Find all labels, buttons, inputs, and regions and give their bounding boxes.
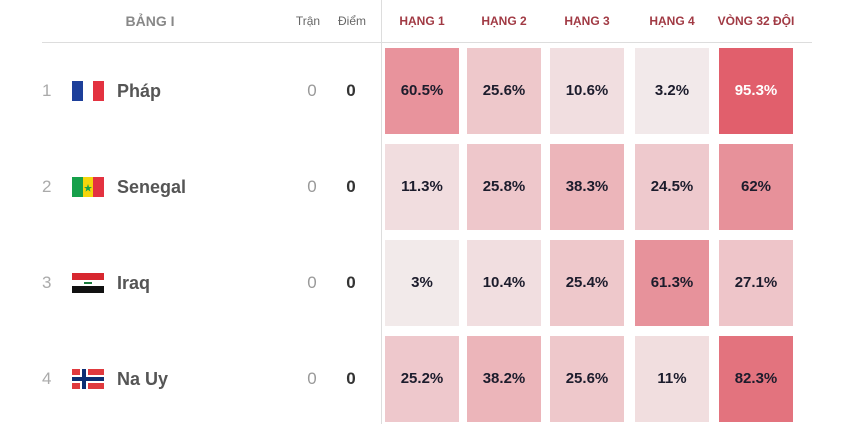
points: 0 xyxy=(346,177,356,196)
probability-cell: 3% xyxy=(385,240,459,326)
rank: 2 xyxy=(42,177,52,196)
team-name: Na Uy xyxy=(117,369,169,389)
points: 0 xyxy=(346,81,356,100)
probability-cell: 11% xyxy=(635,336,709,422)
played: 0 xyxy=(307,81,317,100)
points-header: Điểm xyxy=(337,14,366,28)
probability-cell: 25.4% xyxy=(550,240,624,326)
played: 0 xyxy=(307,177,317,196)
probability-cell: 62% xyxy=(719,144,793,230)
points: 0 xyxy=(346,369,356,388)
probability-cell: 95.3% xyxy=(719,48,793,134)
rank: 4 xyxy=(42,369,52,388)
probability-cell: 27.1% xyxy=(719,240,793,326)
probability-cell: 11.3% xyxy=(385,144,459,230)
probability-cell: 25.8% xyxy=(467,144,541,230)
flag xyxy=(72,81,104,101)
probability-cell: 60.5% xyxy=(385,48,459,134)
probability-cell: 10.4% xyxy=(467,240,541,326)
probability-cell: 10.6% xyxy=(550,48,624,134)
flag-graphic xyxy=(72,273,104,293)
probability-cell: 82.3% xyxy=(719,336,793,422)
flag-graphic xyxy=(72,369,104,389)
probability-cell: 38.2% xyxy=(467,336,541,422)
divider xyxy=(381,0,382,424)
flag xyxy=(72,177,104,197)
column-header: HẠNG 4 xyxy=(649,14,695,28)
column-header: VÒNG 32 ĐỘI xyxy=(717,14,795,28)
probability-cell: 25.6% xyxy=(550,336,624,422)
column-header: HẠNG 2 xyxy=(481,14,527,28)
probability-cell: 24.5% xyxy=(635,144,709,230)
column-header: HẠNG 3 xyxy=(564,14,610,28)
played: 0 xyxy=(307,369,317,388)
played: 0 xyxy=(307,273,317,292)
group-title: BẢNG I xyxy=(125,13,175,29)
rank: 1 xyxy=(42,81,52,100)
points: 0 xyxy=(346,273,356,292)
probability-cell: 61.3% xyxy=(635,240,709,326)
header-rule xyxy=(42,42,812,43)
probability-cell: 25.2% xyxy=(385,336,459,422)
flag-graphic xyxy=(72,81,104,101)
played-header: Trận xyxy=(295,14,321,28)
flag-graphic xyxy=(72,177,104,197)
flag xyxy=(72,369,104,389)
team-name: Senegal xyxy=(117,177,187,197)
flag xyxy=(72,273,104,293)
column-header: HẠNG 1 xyxy=(399,14,445,28)
team-name: Iraq xyxy=(117,273,151,293)
probability-cell: 38.3% xyxy=(550,144,624,230)
team-name: Pháp xyxy=(117,81,162,101)
rank: 3 xyxy=(42,273,52,292)
probability-cell: 3.2% xyxy=(635,48,709,134)
probability-cell: 25.6% xyxy=(467,48,541,134)
